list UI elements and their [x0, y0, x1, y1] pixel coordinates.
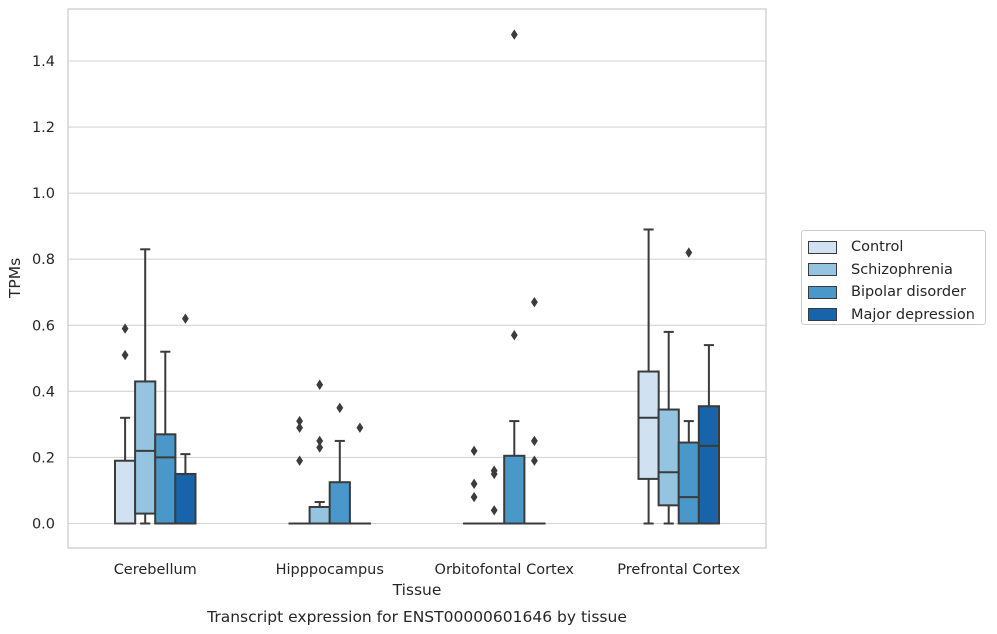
box-2-3: [677, 247, 700, 525]
outlier-point: [336, 402, 344, 414]
box-body: [114, 459, 137, 525]
outlier-point: [470, 478, 478, 490]
legend-label: Schizophrenia: [851, 261, 953, 278]
chart-caption: Transcript expression for ENST0000060164…: [206, 608, 627, 626]
box-body: [503, 454, 526, 525]
outlier-point: [316, 379, 324, 390]
box-0-2: [463, 445, 486, 525]
y-axis-label: TPMs: [6, 258, 24, 299]
box-0-1: [288, 415, 311, 525]
outlier-point: [510, 29, 518, 40]
box-0-3: [637, 228, 660, 525]
box-body: [697, 405, 720, 525]
outlier-point: [531, 296, 538, 308]
boxes: [114, 29, 720, 525]
outlier-point: [121, 323, 129, 334]
box-3-3: [697, 344, 720, 525]
legend-label: Control: [851, 239, 904, 256]
box-3-2: [523, 296, 546, 525]
outlier-point: [470, 445, 478, 457]
box-body: [637, 370, 660, 480]
y-tick-label: 0.4: [32, 384, 55, 400]
outlier-point: [531, 435, 538, 447]
x-axis-label: Tissue: [392, 581, 442, 599]
grid-lines: [68, 60, 766, 525]
y-tick-label: 0.8: [32, 252, 55, 268]
outlier-point: [490, 505, 498, 516]
outlier-point: [182, 313, 189, 324]
box-body: [657, 408, 680, 507]
legend-item: Control: [808, 236, 985, 259]
outlier-point: [121, 349, 129, 361]
plot-frame: [67, 8, 767, 549]
x-tick-label: Cerebellum: [114, 562, 197, 578]
legend-item: Major depression: [808, 304, 985, 327]
box-1-1: [308, 379, 331, 525]
box-body: [677, 441, 700, 525]
box-1-2: [483, 465, 506, 525]
legend-swatch: [808, 308, 837, 322]
legend-swatch: [808, 285, 837, 299]
y-tick-label: 1.0: [32, 186, 55, 202]
outlier-point: [296, 455, 303, 466]
box-body: [154, 433, 177, 525]
box-body: [174, 472, 197, 525]
box-2-2: [503, 29, 526, 525]
outlier-point: [531, 455, 538, 466]
x-tick-label: Orbitofontal Cortex: [435, 562, 575, 578]
y-tick-label: 1.4: [32, 54, 55, 70]
box-2-1: [328, 402, 351, 525]
box-3-1: [348, 422, 371, 525]
x-tick-label: Prefrontal Cortex: [617, 562, 740, 578]
box-2-0: [154, 350, 177, 525]
legend-swatch: [808, 240, 837, 254]
box-1-3: [657, 330, 680, 525]
outlier-point: [296, 422, 303, 433]
outlier-point: [296, 415, 303, 427]
x-tick-label: Hipppocampus: [276, 562, 384, 578]
outlier-point: [510, 329, 518, 341]
y-tick-label: 0.6: [32, 318, 55, 334]
box-3-0: [174, 313, 197, 525]
outlier-point: [470, 491, 478, 503]
legend-item: Schizophrenia: [808, 259, 985, 282]
outlier-point: [316, 435, 324, 447]
legend-swatch: [808, 263, 837, 277]
x-tick-labels: Cerebellum Hipppocampus Orbitofontal Corte…: [114, 562, 741, 578]
y-tick-label: 1.2: [32, 120, 55, 136]
outlier-point: [685, 247, 693, 258]
outlier-point: [490, 465, 498, 476]
box-0-0: [114, 323, 137, 525]
y-tick-labels: 0.0 0.2 0.4 0.6 0.8 1.0 1.2 1.4: [32, 54, 55, 533]
outlier-point: [356, 422, 364, 433]
box-body: [134, 380, 157, 515]
legend-label: Major depression: [851, 306, 975, 323]
box-body: [328, 481, 351, 525]
legend-label: Bipolar disorder: [851, 284, 966, 301]
y-tick-label: 0.0: [32, 517, 55, 533]
box-1-0: [134, 248, 157, 525]
outlier-point: [316, 442, 324, 453]
legend-item: Bipolar disorder: [808, 281, 985, 304]
legend: Control Schizophrenia Bipolar disorder Majo…: [801, 230, 986, 325]
y-tick-label: 0.2: [32, 450, 55, 466]
box-body: [308, 505, 331, 525]
